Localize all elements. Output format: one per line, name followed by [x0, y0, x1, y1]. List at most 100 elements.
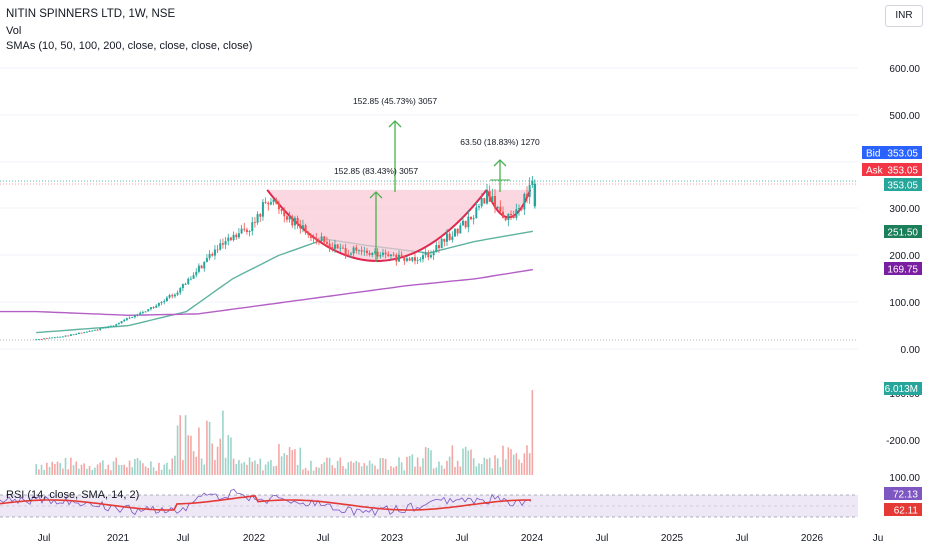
candle	[421, 255, 424, 260]
currency-button[interactable]: INR	[885, 5, 923, 27]
rsi-legend[interactable]: RSI (14, close, SMA, 14, 2)	[6, 489, 140, 501]
candlesticks	[35, 175, 537, 341]
candle	[240, 228, 243, 234]
candle	[435, 245, 438, 253]
volume-bar	[75, 461, 78, 475]
candle	[451, 236, 454, 240]
volume-tick-label: -200.00	[886, 436, 920, 447]
candle	[280, 209, 283, 212]
candle	[59, 336, 62, 338]
volume-bar	[368, 460, 371, 475]
candle	[518, 208, 521, 210]
volume-bar	[198, 427, 200, 475]
volume-bar	[528, 453, 531, 475]
volume-bar	[176, 425, 179, 475]
candle	[304, 225, 307, 233]
rsi-tag-value: 62.11	[894, 506, 919, 517]
annotations: 152.85 (45.73%) 3057 152.85 (83.43%) 3057…	[334, 96, 540, 262]
volume-bar	[179, 415, 182, 475]
candle	[296, 218, 299, 225]
volume-bar	[163, 464, 166, 475]
rsi-sma-line	[0, 495, 531, 511]
candle	[293, 218, 296, 226]
volume-legend[interactable]: Vol	[6, 25, 22, 37]
volume-bar	[299, 447, 302, 475]
volume-bar	[203, 464, 206, 475]
candle	[467, 216, 470, 228]
candle	[56, 336, 59, 338]
volume-bar	[475, 466, 478, 475]
volume-bar	[150, 461, 152, 475]
candle	[285, 216, 288, 220]
rsi-tag-value: 72.13	[893, 490, 918, 501]
rsi-pane	[0, 489, 858, 518]
volume-bar	[283, 453, 286, 475]
volume-bar	[395, 466, 398, 475]
sma-legend[interactable]: SMAs (10, 50, 100, 200, close, close, cl…	[6, 40, 253, 52]
candle	[139, 312, 142, 315]
volume-bar	[102, 460, 104, 475]
volume-bar	[454, 466, 456, 475]
candle	[413, 257, 416, 261]
candle	[408, 258, 411, 261]
moving-averages	[0, 230, 534, 334]
candle	[424, 252, 427, 256]
volume-bar	[408, 455, 411, 475]
candle	[259, 214, 262, 217]
candle	[395, 254, 398, 262]
volume-bar	[392, 467, 395, 475]
candle	[117, 323, 120, 325]
candle	[48, 337, 51, 339]
volume-bar	[507, 447, 510, 475]
candle	[133, 315, 136, 318]
candle	[203, 261, 206, 269]
volume-bar	[438, 461, 440, 475]
candle	[429, 255, 432, 258]
volume-bar	[291, 450, 294, 475]
volume-bar	[344, 468, 347, 475]
candle	[443, 238, 446, 242]
candle	[184, 283, 187, 285]
volume-bar	[243, 462, 246, 475]
candle	[480, 197, 483, 207]
candle	[339, 247, 342, 249]
candle	[181, 284, 184, 289]
candle	[64, 335, 67, 337]
axes: 600.00 500.00 300.00 200.00 100.00 0.00 100.00…	[38, 64, 922, 544]
candle	[352, 247, 355, 254]
candle	[264, 202, 267, 203]
volume-bar	[200, 458, 203, 475]
volume-bar	[446, 460, 448, 475]
volume-bar	[302, 469, 304, 475]
candle	[125, 318, 128, 320]
candle	[445, 233, 448, 242]
volume-bar	[451, 445, 454, 475]
volume-bar	[499, 466, 502, 475]
volume-bar	[483, 457, 486, 475]
candle	[144, 311, 147, 313]
volume-bar	[312, 470, 315, 475]
candle	[77, 332, 80, 335]
volume-bar	[328, 457, 331, 475]
volume-bar	[371, 463, 374, 475]
volume-bar	[251, 461, 254, 475]
volume-bar	[347, 462, 350, 475]
volume-bar	[406, 456, 408, 475]
volume-bar	[518, 459, 520, 475]
volume-bar	[259, 458, 262, 475]
sma-50-line	[36, 230, 534, 334]
volume-bar	[216, 446, 219, 475]
candle	[349, 253, 352, 255]
price-tick-label: 200.00	[889, 251, 920, 262]
x-tick-label: 2022	[243, 533, 266, 544]
volume-bar	[43, 469, 46, 475]
volume-bar	[491, 468, 494, 475]
volume-bar	[115, 457, 118, 475]
candle	[448, 233, 451, 240]
candle	[392, 254, 395, 256]
candle	[75, 334, 78, 335]
volume-bar	[83, 463, 86, 475]
volume-bar	[46, 462, 48, 475]
volume-bar	[515, 453, 518, 475]
